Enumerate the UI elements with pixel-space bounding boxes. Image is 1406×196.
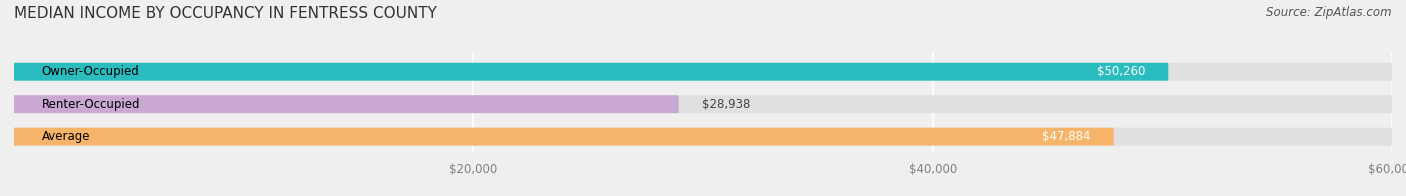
Text: $28,938: $28,938 — [702, 98, 749, 111]
Text: Owner-Occupied: Owner-Occupied — [42, 65, 139, 78]
Text: Average: Average — [42, 130, 90, 143]
Text: $47,884: $47,884 — [1042, 130, 1091, 143]
FancyBboxPatch shape — [14, 128, 1114, 146]
Text: Source: ZipAtlas.com: Source: ZipAtlas.com — [1267, 6, 1392, 19]
Text: MEDIAN INCOME BY OCCUPANCY IN FENTRESS COUNTY: MEDIAN INCOME BY OCCUPANCY IN FENTRESS C… — [14, 6, 437, 21]
FancyBboxPatch shape — [14, 95, 1392, 113]
FancyBboxPatch shape — [14, 63, 1168, 81]
Text: $50,260: $50,260 — [1097, 65, 1146, 78]
FancyBboxPatch shape — [14, 128, 1392, 146]
FancyBboxPatch shape — [14, 63, 1392, 81]
Text: Renter-Occupied: Renter-Occupied — [42, 98, 141, 111]
FancyBboxPatch shape — [14, 95, 679, 113]
